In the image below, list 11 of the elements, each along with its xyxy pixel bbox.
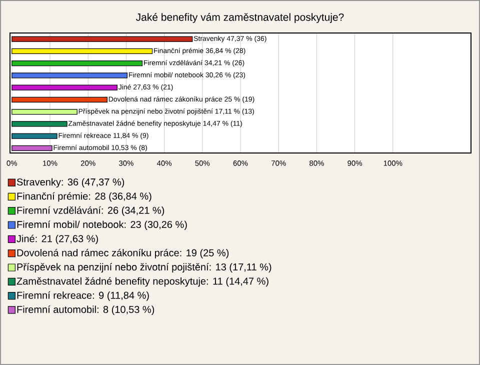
legend-label: Firemní automobil: 8 (10,53 %) — [17, 306, 154, 315]
legend-label: Stravenky: 36 (47,37 %) — [16, 178, 124, 188]
legend-label: Finanční prémie: 28 (36,84 %) — [17, 192, 152, 202]
legend-label: Dovolená nad rámec zákoníku práce: 19 (25 %) — [17, 248, 229, 258]
legend-label: Firemní mobil/ notebook: 23 (30,26 %) — [17, 220, 187, 230]
legend-label: Firemní rekreace: 9 (11,84 %) — [17, 291, 149, 301]
chart-title: Jaké benefity vám zaměstnavatel poskytuje? — [136, 13, 344, 23]
legend-label: Jiné: 21 (27,63 %) — [16, 234, 98, 244]
legend-label: Zaměstnavatel žádné benefity neposkytuje: 11 (14,47 %) — [16, 277, 268, 287]
legend-label: Firemní vzdělávání: 26 (34,21 %) — [17, 206, 164, 216]
legend-label: Příspěvek na penzijní nebo životní pojištění: 13 (17,11 %) — [17, 263, 272, 272]
